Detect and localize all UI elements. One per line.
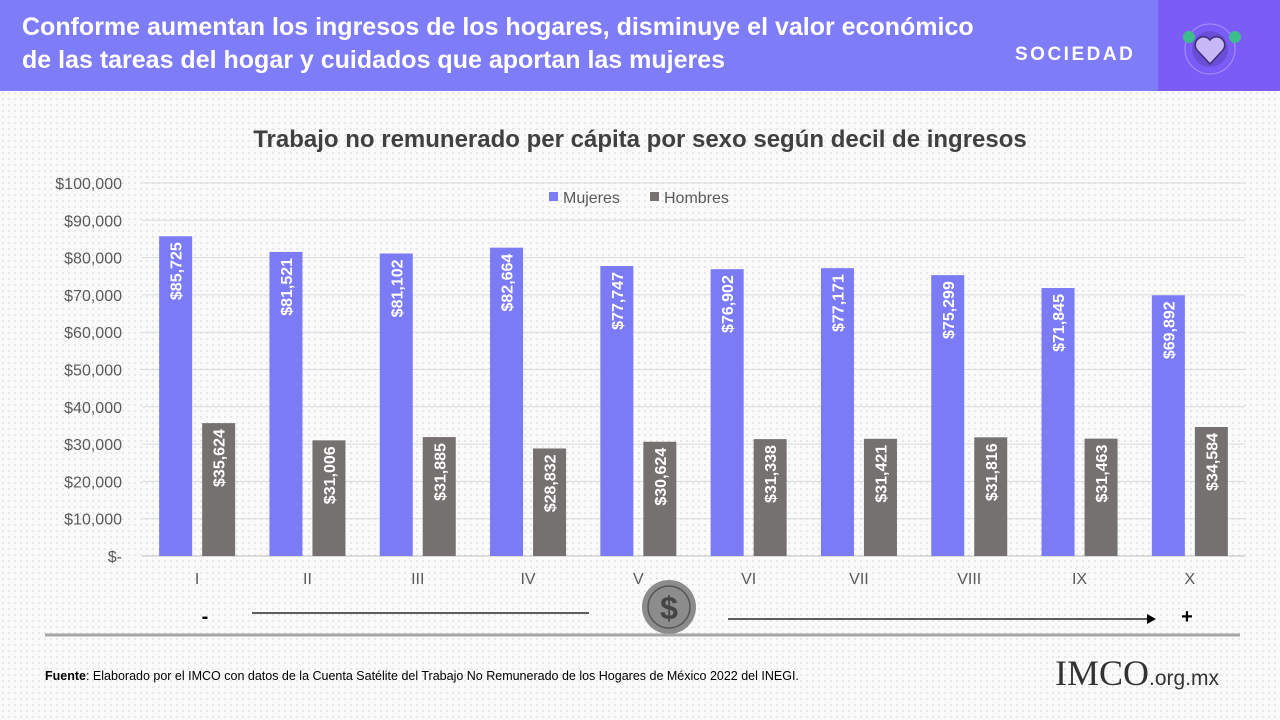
section-label: SOCIEDAD (1015, 44, 1136, 65)
bar-mujeres (1041, 288, 1075, 556)
data-label: $81,102 (389, 259, 406, 317)
data-label: $76,902 (720, 275, 737, 333)
bar-hombres (422, 437, 456, 556)
y-tick-label: $40,000 (64, 400, 122, 417)
data-label: $81,521 (279, 258, 296, 316)
data-label: $31,338 (763, 445, 780, 503)
bar-mujeres (1151, 295, 1185, 556)
y-tick-label: $70,000 (64, 288, 122, 305)
data-label: $71,845 (1051, 294, 1068, 352)
bar-mujeres (820, 268, 854, 556)
dollar-coin-icon (642, 580, 696, 634)
x-tick-label: VIII (957, 571, 981, 588)
y-tick-label: $100,000 (55, 176, 122, 193)
y-tick-label: $20,000 (64, 474, 122, 491)
header-banner: Conforme aumentan los ingresos de los ho… (0, 0, 1280, 91)
x-tick-label: IV (520, 571, 535, 588)
data-label: $35,624 (212, 429, 229, 487)
data-label: $77,171 (830, 274, 847, 332)
x-tick-label: II (303, 571, 312, 588)
x-tick-label: V (633, 571, 644, 588)
data-label: $28,832 (543, 454, 560, 512)
y-tick-label: $60,000 (64, 325, 122, 342)
bar-mujeres (490, 247, 524, 557)
bar-mujeres (269, 251, 303, 556)
imco-logo: IMCO.org.mx (1055, 653, 1220, 693)
data-label: $69,892 (1161, 301, 1178, 359)
data-label: $77,747 (610, 272, 627, 330)
x-tick-label: VI (741, 571, 756, 588)
handshake-heart-icon (1183, 23, 1241, 75)
x-tick-label: X (1185, 571, 1196, 588)
y-tick-label: $- (108, 549, 122, 566)
bar-hombres (533, 448, 567, 556)
data-label: $31,463 (1094, 445, 1111, 503)
y-tick-label: $10,000 (64, 512, 122, 529)
data-label: $82,664 (500, 254, 517, 312)
low-income-marker: - (202, 606, 209, 628)
data-label: $30,624 (653, 448, 670, 506)
x-tick-label: VII (849, 571, 869, 588)
dollar-coin-ring (647, 585, 691, 629)
high-income-marker: + (1181, 606, 1193, 628)
section-icon-box (1158, 0, 1280, 91)
data-label: $75,299 (941, 281, 958, 339)
source-label: Fuente (45, 669, 86, 683)
x-tick-label: I (195, 571, 199, 588)
data-label: $31,816 (984, 443, 1001, 501)
data-label: $85,725 (169, 242, 186, 300)
bar-mujeres (931, 275, 965, 556)
legend-swatch (549, 192, 558, 201)
x-tick-label: III (411, 571, 424, 588)
bar-hombres (1194, 427, 1228, 556)
y-tick-label: $30,000 (64, 437, 122, 454)
bar-hombres (643, 441, 677, 556)
source-text: : Elaborado por el IMCO con datos de la … (85, 669, 799, 683)
legend-label: Mujeres (563, 190, 620, 207)
bar-hombres (974, 437, 1008, 556)
data-label: $31,885 (432, 443, 449, 501)
page-title: Conforme aumentan los ingresos de los ho… (22, 13, 974, 74)
x-tick-label: IX (1072, 571, 1087, 588)
data-label: $31,421 (873, 445, 890, 503)
y-tick-label: $90,000 (64, 213, 122, 230)
bar-hombres (863, 438, 897, 556)
data-label: $31,006 (322, 446, 339, 504)
chart-title: Trabajo no remunerado per cápita por sex… (253, 126, 1027, 153)
bar-hombres (312, 440, 346, 556)
legend-label: Hombres (664, 190, 729, 207)
dollar-sign-glyph: $ (660, 590, 678, 626)
y-tick-label: $80,000 (64, 251, 122, 268)
bar-mujeres (710, 269, 744, 556)
data-label: $34,584 (1204, 433, 1221, 491)
bar-mujeres (600, 266, 634, 556)
source-note: Fuente: Elaborado por el IMCO con datos … (45, 669, 799, 683)
bar-mujeres (159, 236, 193, 557)
bar-hombres (202, 423, 236, 556)
bar-hombres (753, 439, 787, 556)
arrow-head-icon (1147, 614, 1156, 624)
bar-mujeres (379, 253, 413, 556)
y-tick-label: $50,000 (64, 363, 122, 380)
bar-hombres (1084, 438, 1118, 556)
legend-swatch (650, 192, 659, 201)
